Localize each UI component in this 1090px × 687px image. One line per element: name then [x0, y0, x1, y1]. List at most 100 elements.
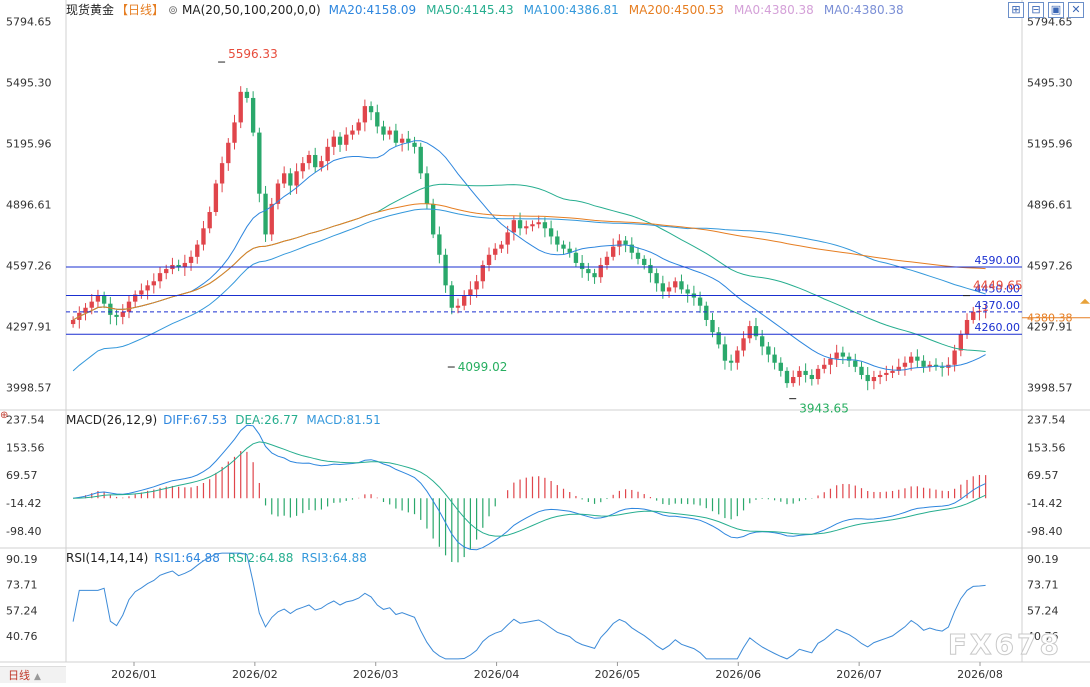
candle-body [257, 132, 262, 194]
candle-body [133, 294, 138, 302]
candle-body [884, 372, 889, 375]
candle-body [728, 360, 734, 363]
candle-body [666, 287, 672, 292]
candle-body [499, 244, 504, 249]
candle-body [635, 252, 641, 259]
candle-body [443, 254, 448, 286]
price-tick-right: 5794.65 [1027, 16, 1073, 29]
candle-body [722, 344, 728, 361]
annotation-label: 5596.33 [228, 47, 278, 61]
candle-body [977, 310, 982, 312]
candle-body [430, 203, 436, 235]
candle-body [337, 136, 343, 145]
price-tick-right: 5195.96 [1027, 138, 1073, 151]
candle-body [759, 336, 765, 347]
candle-body [195, 244, 200, 257]
macd-dea-line [73, 441, 986, 537]
candle-body [654, 273, 659, 284]
candle-body [70, 319, 76, 325]
ma100-line [72, 208, 986, 372]
candle-body [828, 358, 833, 365]
candle-body [275, 183, 281, 204]
candle-body [673, 281, 678, 288]
candle-body [803, 370, 808, 375]
candle-body [244, 91, 250, 98]
candle-body [300, 163, 305, 172]
candle-body [474, 281, 479, 290]
candle-body [263, 193, 268, 235]
ma-value: MA100:4386.81 [524, 3, 619, 17]
candle-body [697, 297, 703, 306]
time-tick-label: 2026/07 [836, 668, 882, 681]
candle-body [362, 106, 368, 123]
grid-minus-icon[interactable]: ⊟ [1028, 2, 1044, 18]
ma-value: MA20:4158.09 [329, 3, 417, 17]
candle-body [902, 362, 908, 367]
macd-value: MACD:81.51 [306, 413, 380, 427]
close-icon[interactable]: ✕ [1068, 2, 1084, 18]
settings-icon[interactable]: ⊚ [168, 3, 178, 17]
price-tick-left: 3998.57 [6, 381, 52, 394]
candle-body [859, 366, 864, 375]
candle-body [387, 130, 392, 135]
up-arrow-icon [1080, 298, 1090, 304]
candle-body [871, 377, 877, 382]
period-tab[interactable]: 日线 ▲ [0, 666, 66, 683]
candle-body [809, 374, 815, 380]
ma20-line [72, 140, 986, 371]
ma-value: MA0:4380.38 [734, 3, 814, 17]
grid-plus-icon[interactable]: ⊞ [1008, 2, 1024, 18]
candle-body [114, 314, 119, 317]
candle-body [716, 332, 721, 345]
annotation-label: 3943.65 [799, 402, 849, 416]
rsi-tick-right: 73.71 [1027, 579, 1059, 592]
candle-body [971, 311, 976, 320]
candle-body [294, 171, 299, 186]
candle-body [344, 134, 349, 145]
candle-body [753, 326, 759, 337]
candle-body [517, 220, 523, 229]
candle-body [511, 220, 517, 233]
rsi-tick-right: 40.76 [1027, 630, 1059, 643]
candle-body [188, 256, 194, 263]
price-tick-left: 4597.26 [6, 260, 52, 273]
candle-body [604, 256, 610, 265]
candle-body [83, 307, 88, 313]
price-tick-left: 5495.30 [6, 77, 52, 90]
candle-body [940, 366, 945, 368]
time-tick-label: 2026/06 [715, 668, 761, 681]
candle-body [238, 91, 243, 123]
candle-body [791, 377, 796, 384]
candle-body [964, 319, 970, 335]
macd-tick-right: 237.54 [1027, 413, 1066, 426]
candle-body [896, 366, 901, 371]
candle-body [679, 281, 684, 290]
candle-body [462, 295, 467, 306]
candle-body [182, 262, 188, 268]
crosshair-icon[interactable]: ⊕ [0, 410, 9, 421]
candle-body [579, 262, 585, 270]
rsi-tick-left: 57.24 [6, 604, 38, 617]
candle-body [157, 273, 163, 282]
candle-body [176, 264, 181, 268]
candle-body [393, 130, 399, 143]
candle-body [853, 360, 858, 367]
candle-body [927, 364, 932, 367]
candle-body [542, 222, 548, 229]
candle-body [629, 244, 634, 253]
candle-body [213, 183, 219, 213]
rsi-tick-right: 90.19 [1027, 553, 1059, 566]
candle-body [219, 163, 225, 184]
candle-body [207, 212, 212, 229]
time-tick-label: 2026/01 [111, 668, 157, 681]
candle-body [548, 228, 554, 237]
candle-body [797, 370, 802, 378]
layout-icon[interactable]: ▣ [1048, 2, 1064, 18]
ma-params: MA(20,50,100,200,0,0) [182, 3, 321, 17]
price-tick-left: 4896.61 [6, 199, 52, 212]
watermark: FX678 [947, 628, 1062, 662]
candle-body [480, 264, 485, 282]
candle-body [685, 289, 690, 294]
